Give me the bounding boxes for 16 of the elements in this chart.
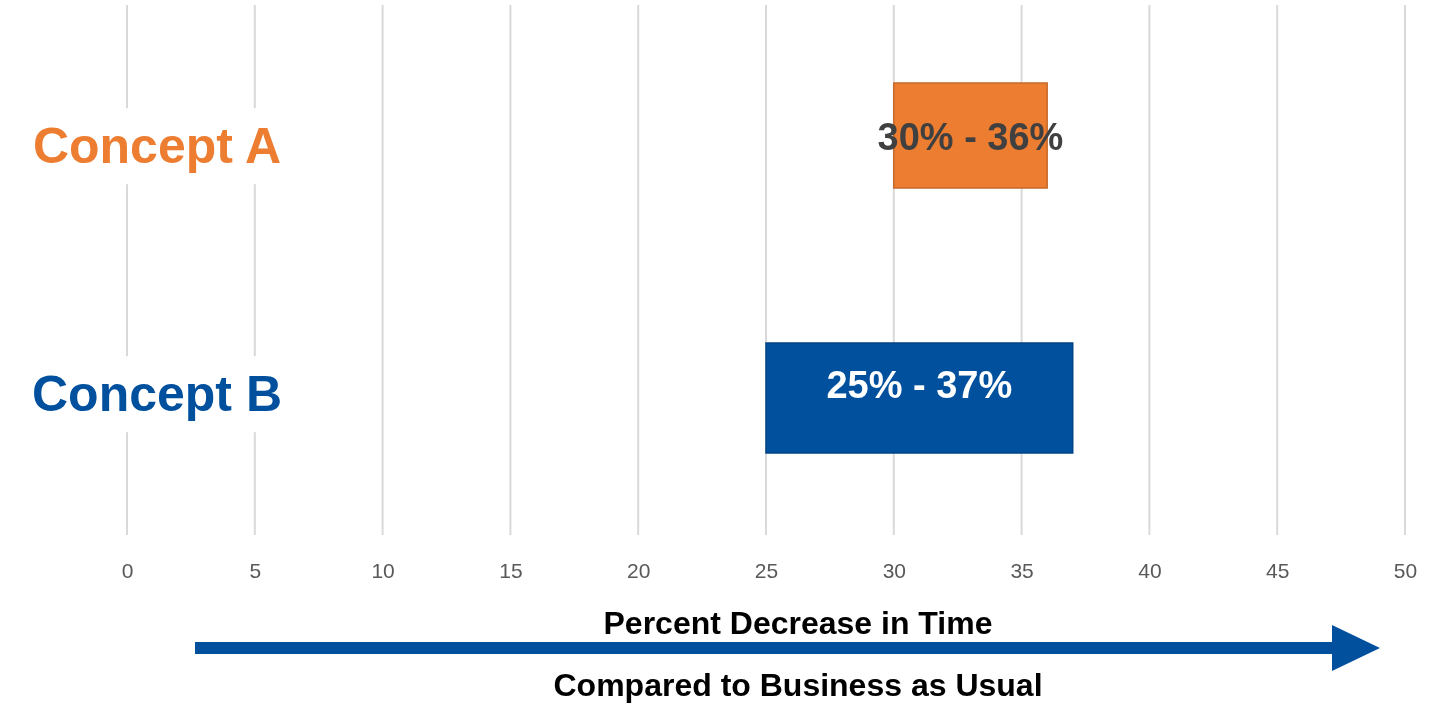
x-axis-title: Percent Decrease in Time [603,605,993,641]
annotation: 25% - 37% [826,364,1013,407]
x-tick-label: 35 [1010,558,1034,582]
text: Compared to Business as Usual [553,667,1043,703]
y-tick-label: Concept A [32,118,282,175]
x-tick-label: 45 [1266,558,1290,582]
x-tick-label: 15 [499,558,523,582]
y-tick-label: Concept B [32,366,282,423]
x-tick-label: 40 [1138,558,1162,582]
x-tick-label: 50 [1393,558,1418,582]
x-tick-label: 0 [121,558,134,582]
x-tick-label: 30 [882,558,906,582]
x-tick-label: 10 [371,558,395,582]
x-tick-label: 5 [249,558,262,582]
x-tick-label: 25 [754,558,779,582]
x-tick-label: 20 [627,558,651,582]
